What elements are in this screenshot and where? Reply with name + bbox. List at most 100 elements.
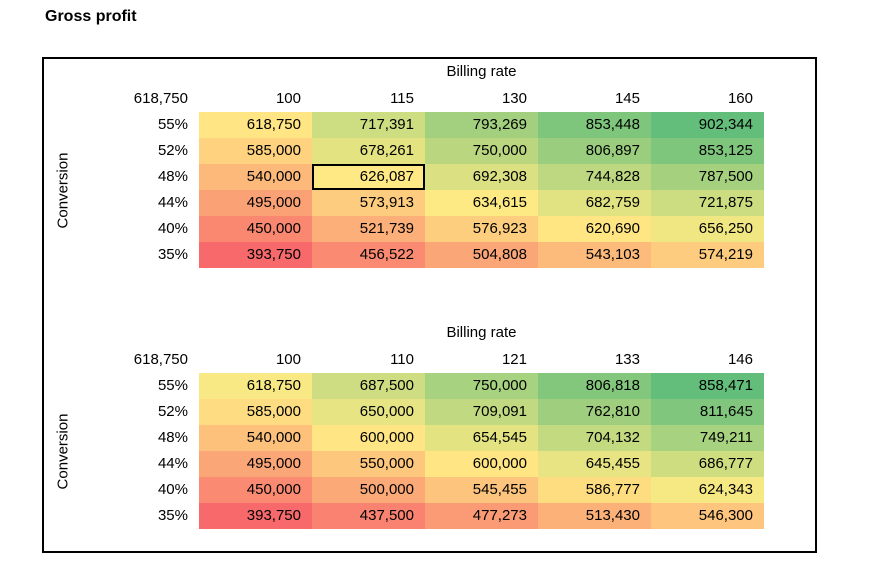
table-row: 48% 540,000 626,087 692,308 744,828 787,500 bbox=[44, 164, 815, 190]
heatmap-cell: 682,759 bbox=[538, 190, 651, 216]
row-header: 55% bbox=[157, 377, 188, 394]
axis-title-row: Billing rate bbox=[44, 320, 815, 346]
column-header: 145 bbox=[614, 90, 640, 107]
heatmap-cell: 762,810 bbox=[538, 399, 651, 425]
row-header: 52% bbox=[157, 403, 188, 420]
sensitivity-table-bottom: Billing rate 618,750 100 110 121 133 146 55%… bbox=[44, 320, 815, 529]
heatmap-cell: 686,777 bbox=[651, 451, 764, 477]
heatmap-cell: 574,219 bbox=[651, 242, 764, 268]
row-header: 55% bbox=[157, 116, 188, 133]
row-header: 35% bbox=[157, 246, 188, 263]
table-row: 40% 450,000 500,000 545,455 586,777 624,343 bbox=[44, 477, 815, 503]
heatmap-cell: 504,808 bbox=[425, 242, 538, 268]
highlighted-cell: 626,087 bbox=[312, 164, 425, 190]
column-header-row: 618,750 100 115 130 145 160 bbox=[44, 85, 815, 112]
heatmap-cell: 811,645 bbox=[651, 399, 764, 425]
heatmap-cell: 450,000 bbox=[199, 216, 312, 242]
spacer bbox=[44, 320, 199, 346]
heatmap-cell: 692,308 bbox=[425, 164, 538, 190]
heatmap-cell: 585,000 bbox=[199, 138, 312, 164]
heatmap-cell: 744,828 bbox=[538, 164, 651, 190]
heatmap-cell: 806,897 bbox=[538, 138, 651, 164]
heatmap-cell: 550,000 bbox=[312, 451, 425, 477]
column-header: 100 bbox=[275, 351, 301, 368]
row-header: 40% bbox=[157, 481, 188, 498]
heatmap-cell: 586,777 bbox=[538, 477, 651, 503]
tables-panel: Billing rate 618,750 100 115 130 145 160 55%… bbox=[42, 57, 817, 553]
column-header: 100 bbox=[275, 90, 301, 107]
column-header: 160 bbox=[727, 90, 753, 107]
heatmap-cell: 543,103 bbox=[538, 242, 651, 268]
heatmap-cell: 721,875 bbox=[651, 190, 764, 216]
table-row: 35% 393,750 437,500 477,273 513,430 546,300 bbox=[44, 503, 815, 529]
heatmap-cell: 687,500 bbox=[312, 373, 425, 399]
heatmap-cell: 709,091 bbox=[425, 399, 538, 425]
conversion-axis-label-top: Conversion bbox=[54, 152, 72, 228]
heatmap-cell: 393,750 bbox=[199, 503, 312, 529]
base-value-cell: 618,750 bbox=[133, 351, 188, 368]
heatmap-cell: 787,500 bbox=[651, 164, 764, 190]
heatmap-cell: 573,913 bbox=[312, 190, 425, 216]
row-header: 48% bbox=[157, 429, 188, 446]
axis-title-row: Billing rate bbox=[44, 59, 815, 85]
row-header: 40% bbox=[157, 220, 188, 237]
heatmap-cell: 620,690 bbox=[538, 216, 651, 242]
heatmap-cell: 858,471 bbox=[651, 373, 764, 399]
table-row: 52% 585,000 650,000 709,091 762,810 811,645 bbox=[44, 399, 815, 425]
row-header: 48% bbox=[157, 168, 188, 185]
column-header: 146 bbox=[727, 351, 753, 368]
table-row: 44% 495,000 573,913 634,615 682,759 721,875 bbox=[44, 190, 815, 216]
heatmap-cell: 495,000 bbox=[199, 190, 312, 216]
column-header: 110 bbox=[390, 351, 414, 368]
row-header: 44% bbox=[157, 455, 188, 472]
heatmap-cell: 749,211 bbox=[651, 425, 764, 451]
heatmap-cell: 585,000 bbox=[199, 399, 312, 425]
column-header-row: 618,750 100 110 121 133 146 bbox=[44, 346, 815, 373]
column-header: 121 bbox=[501, 351, 527, 368]
heatmap-cell: 618,750 bbox=[199, 373, 312, 399]
table-row: 44% 495,000 550,000 600,000 645,455 686,777 bbox=[44, 451, 815, 477]
heatmap-cell: 600,000 bbox=[312, 425, 425, 451]
heatmap-cell: 450,000 bbox=[199, 477, 312, 503]
heatmap-cell: 546,300 bbox=[651, 503, 764, 529]
heatmap-cell: 540,000 bbox=[199, 425, 312, 451]
heatmap-cell: 618,750 bbox=[199, 112, 312, 138]
heatmap-cell: 704,132 bbox=[538, 425, 651, 451]
heatmap-cell: 624,343 bbox=[651, 477, 764, 503]
heatmap-cell: 600,000 bbox=[425, 451, 538, 477]
heatmap-cell: 545,455 bbox=[425, 477, 538, 503]
heatmap-cell: 656,250 bbox=[651, 216, 764, 242]
row-header: 35% bbox=[157, 507, 188, 524]
base-value-cell: 618,750 bbox=[133, 90, 188, 107]
table-row: 40% 450,000 521,739 576,923 620,690 656,250 bbox=[44, 216, 815, 242]
heatmap-cell: 853,448 bbox=[538, 112, 651, 138]
heatmap-cell: 750,000 bbox=[425, 138, 538, 164]
heatmap-cell: 853,125 bbox=[651, 138, 764, 164]
heatmap-cell: 750,000 bbox=[425, 373, 538, 399]
heatmap-cell: 654,545 bbox=[425, 425, 538, 451]
heatmap-cell: 540,000 bbox=[199, 164, 312, 190]
conversion-axis-label-bottom: Conversion bbox=[54, 413, 72, 489]
heatmap-cell: 495,000 bbox=[199, 451, 312, 477]
row-header: 52% bbox=[157, 142, 188, 159]
heatmap-cell: 576,923 bbox=[425, 216, 538, 242]
table-row: 35% 393,750 456,522 504,808 543,103 574,219 bbox=[44, 242, 815, 268]
heatmap-cell: 806,818 bbox=[538, 373, 651, 399]
heatmap-cell: 793,269 bbox=[425, 112, 538, 138]
table-row: 48% 540,000 600,000 654,545 704,132 749,211 bbox=[44, 425, 815, 451]
heatmap-cell: 437,500 bbox=[312, 503, 425, 529]
heatmap-cell: 678,261 bbox=[312, 138, 425, 164]
heatmap-cell: 477,273 bbox=[425, 503, 538, 529]
heatmap-cell: 393,750 bbox=[199, 242, 312, 268]
sensitivity-table-top: Billing rate 618,750 100 115 130 145 160 55%… bbox=[44, 59, 815, 268]
heatmap-cell: 902,344 bbox=[651, 112, 764, 138]
heatmap-cell: 500,000 bbox=[312, 477, 425, 503]
billing-rate-axis-title: Billing rate bbox=[446, 63, 517, 80]
column-header: 115 bbox=[390, 90, 414, 107]
heatmap-cell: 650,000 bbox=[312, 399, 425, 425]
column-header: 130 bbox=[501, 90, 527, 107]
heatmap-cell: 513,430 bbox=[538, 503, 651, 529]
heatmap-cell: 645,455 bbox=[538, 451, 651, 477]
page-title: Gross profit bbox=[45, 8, 137, 25]
row-header: 44% bbox=[157, 194, 188, 211]
